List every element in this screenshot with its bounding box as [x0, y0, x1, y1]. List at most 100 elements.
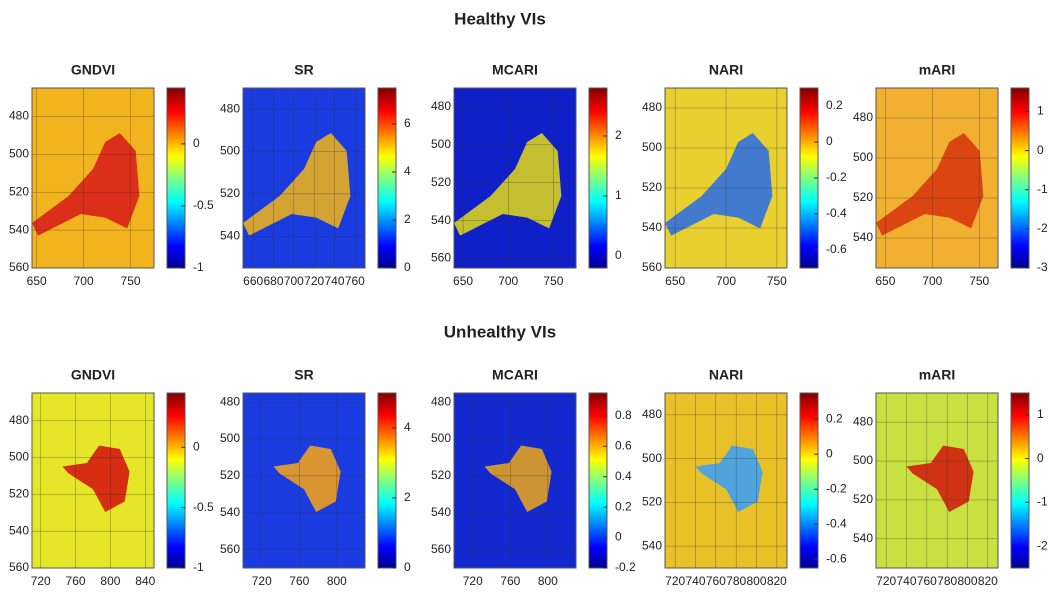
colorbar-tick-label: 0.4: [615, 469, 632, 483]
x-tick-label: 800: [538, 574, 558, 588]
x-tick-label: 720: [252, 574, 272, 588]
heatmap-blob: [32, 133, 140, 236]
y-tick-label: 520: [9, 184, 29, 198]
heatmap-region: [906, 445, 974, 512]
y-tick-label: 500: [431, 431, 451, 445]
plot-frame: [31, 87, 155, 269]
y-tick-label: 560: [9, 260, 29, 274]
x-tick-label: 650: [875, 274, 895, 288]
colorbar-tick-label: -0.2: [826, 481, 847, 495]
heatmap-blob: [876, 133, 984, 236]
y-tick-label: 480: [853, 414, 873, 428]
heatmap-blob: [906, 445, 974, 512]
x-tick-label: 820: [767, 574, 787, 588]
colorbar: [377, 87, 397, 269]
y-tick-label: 480: [642, 407, 662, 421]
y-tick-label: 480: [220, 394, 240, 408]
y-tick-label: 560: [642, 260, 662, 274]
y-tick-label: 540: [220, 505, 240, 519]
heatmap-region: [62, 445, 130, 512]
heatmap-blob: [695, 445, 763, 512]
colorbar-tick-label: 0.2: [826, 411, 843, 425]
x-tick-label: 760: [706, 574, 726, 588]
x-tick-label: 760: [345, 274, 365, 288]
colorbar-tick-label: 0: [404, 560, 411, 574]
heatmap-region: [695, 445, 763, 512]
heatmap-blob: [273, 445, 341, 512]
chart-title: SR: [294, 62, 313, 78]
chart-title: mARI: [919, 367, 956, 383]
x-tick-label: 800: [957, 574, 977, 588]
x-tick-label: 780: [726, 574, 746, 588]
plot-frame: [31, 392, 155, 569]
plot-frame: [453, 87, 577, 269]
colorbar-tick-label: -1: [193, 560, 204, 574]
colorbar-tick-label: 0.6: [615, 438, 632, 452]
y-tick-label: 500: [853, 150, 873, 164]
x-tick-label: 750: [969, 274, 989, 288]
x-tick-label: 700: [922, 274, 942, 288]
colorbar-tick-label: -3: [1037, 260, 1048, 274]
colorbar-tick-label: 0.2: [826, 98, 843, 112]
x-tick-label: 720: [876, 574, 896, 588]
colorbar-tick-label: 0.8: [615, 408, 632, 422]
y-tick-label: 520: [220, 186, 240, 200]
colorbar: [166, 392, 186, 569]
y-tick-label: 480: [431, 394, 451, 408]
x-tick-label: 750: [121, 274, 141, 288]
colorbar-tick-label: 0: [193, 439, 200, 453]
heatmap-blob: [454, 133, 562, 236]
x-tick-label: 820: [978, 574, 998, 588]
colorbar-tick-label: -1: [1037, 495, 1048, 509]
colorbar-tick-label: 1: [615, 188, 622, 202]
x-tick-label: 720: [665, 574, 685, 588]
x-tick-label: 750: [767, 274, 787, 288]
colorbar-tick-label: -2: [1037, 221, 1048, 235]
colorbar: [1010, 392, 1030, 569]
y-tick-label: 540: [9, 523, 29, 537]
x-tick-label: 750: [543, 274, 563, 288]
heatmap-blob: [243, 133, 351, 236]
x-tick-label: 760: [917, 574, 937, 588]
colorbar-tick-label: 2: [404, 490, 411, 504]
y-tick-label: 500: [642, 451, 662, 465]
colorbar-tick-label: 2: [404, 212, 411, 226]
heatmap-region: [665, 133, 773, 236]
y-tick-label: 500: [220, 431, 240, 445]
x-tick-label: 720: [31, 574, 51, 588]
y-tick-label: 560: [9, 560, 29, 574]
x-tick-label: 800: [746, 574, 766, 588]
x-tick-label: 760: [500, 574, 520, 588]
y-tick-label: 500: [853, 453, 873, 467]
y-tick-label: 520: [642, 180, 662, 194]
colorbar-tick-label: -2: [1037, 538, 1048, 552]
x-tick-label: 720: [304, 274, 324, 288]
plot-frame: [242, 392, 366, 569]
y-tick-label: 520: [431, 175, 451, 189]
chart-title: MCARI: [492, 62, 538, 78]
y-tick-label: 500: [9, 450, 29, 464]
heatmap-blob: [484, 445, 552, 512]
colorbar-tick-label: -0.4: [826, 516, 847, 530]
x-tick-label: 760: [66, 574, 86, 588]
heatmap-region: [484, 445, 552, 512]
section-heading: Unhealthy VIs: [444, 322, 556, 341]
colorbar-tick-label: -0.6: [826, 551, 847, 565]
x-tick-label: 740: [324, 274, 344, 288]
y-tick-label: 500: [431, 137, 451, 151]
y-tick-label: 500: [9, 146, 29, 160]
colorbar-tick-label: 0: [826, 134, 833, 148]
colorbar-tick-label: 0: [826, 446, 833, 460]
colorbar-tick-label: 0: [404, 260, 411, 274]
x-tick-label: 800: [327, 574, 347, 588]
x-tick-label: 650: [27, 274, 47, 288]
x-tick-label: 700: [74, 274, 94, 288]
heatmap-region: [876, 133, 984, 236]
colorbar-tick-label: -0.4: [826, 206, 847, 220]
colorbar-tick-label: 4: [404, 164, 411, 178]
y-tick-label: 480: [9, 109, 29, 123]
heatmap-blob: [62, 445, 130, 512]
plot-frame: [453, 392, 577, 569]
x-tick-label: 650: [665, 274, 685, 288]
chart-title: GNDVI: [71, 62, 115, 78]
